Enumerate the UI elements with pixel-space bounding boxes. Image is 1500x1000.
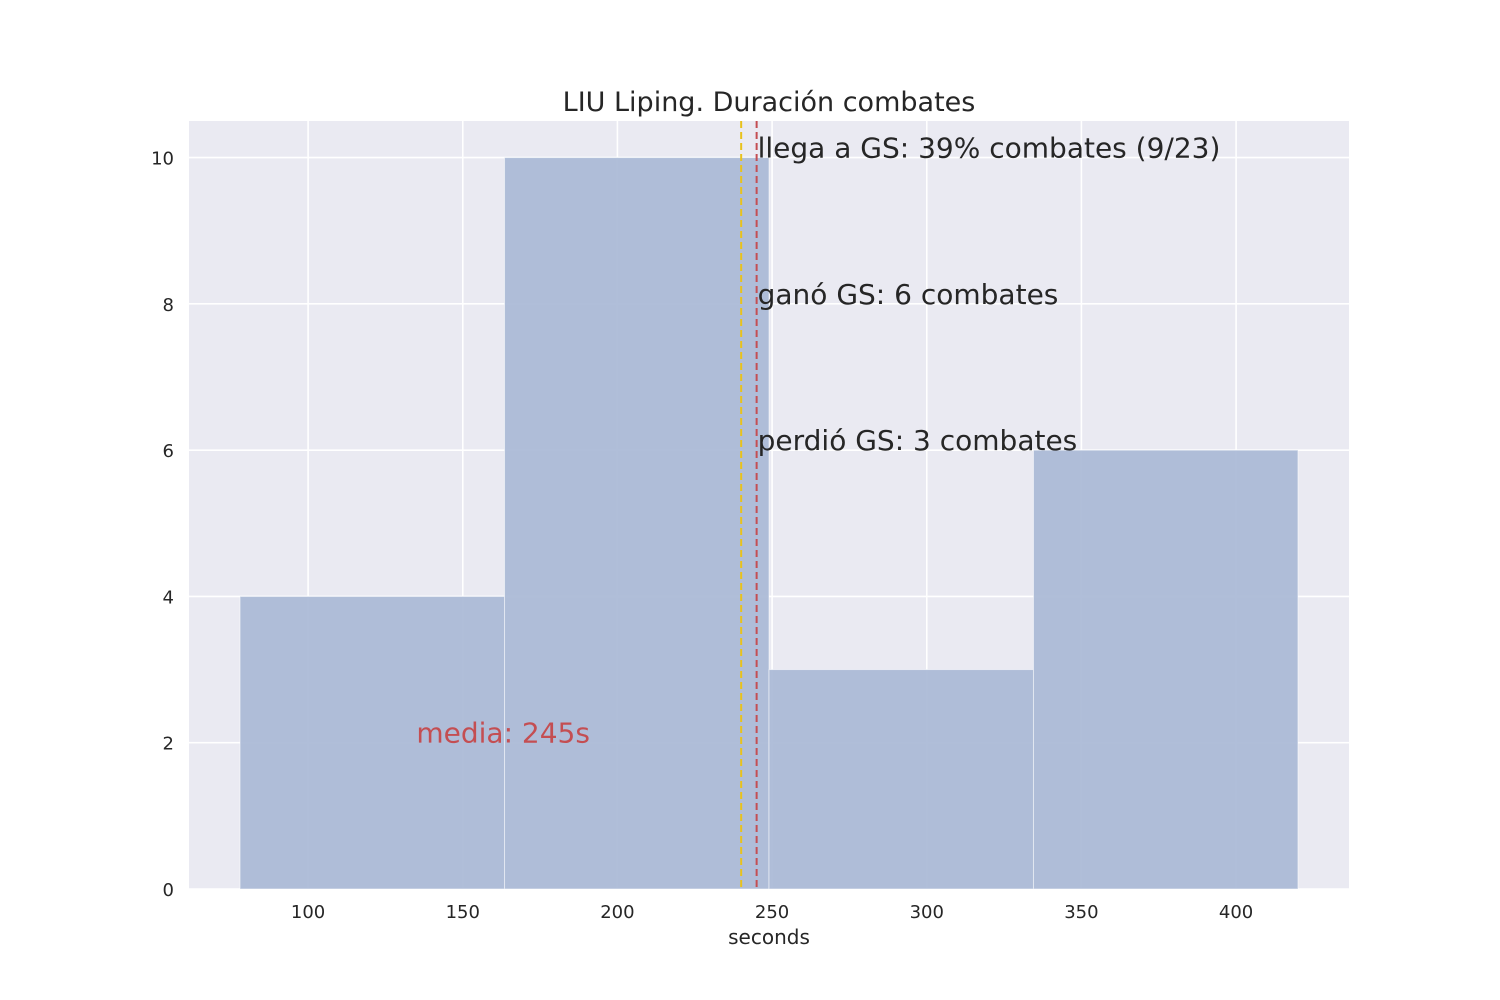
x-tick-label: 350 [1064,902,1098,923]
x-tick-label: 100 [291,902,325,923]
y-tick-label: 6 [163,441,174,462]
x-tick-label: 200 [600,902,634,923]
reference-lines [740,121,758,889]
histogram-bar [239,595,506,890]
mean-label: media: 245s [416,717,590,750]
gs-annotation: perdió GS: 3 combates [758,424,1078,457]
x-tick-label: 250 [755,902,789,923]
x-tick-label: 150 [446,902,480,923]
x-axis-label: seconds [728,925,810,949]
tick-labels: 100 150 200 250 300 350 400 0 2 4 6 8 10 [151,149,1253,923]
x-tick-label: 400 [1219,902,1253,923]
annotations: llega a GS: 39% combates (9/23) ganó GS: … [416,132,1220,750]
gs-annotation: ganó GS: 6 combates [758,278,1059,311]
y-tick-label: 2 [163,734,174,755]
y-tick-label: 10 [151,149,174,170]
histogram-bar [1032,449,1299,890]
histogram-bars [239,157,1299,890]
y-tick-label: 4 [163,587,174,608]
x-tick-label: 300 [910,902,944,923]
histogram-bar [768,669,1034,890]
y-tick-label: 0 [163,880,174,901]
histogram-bar [504,157,770,890]
gs-annotation: llega a GS: 39% combates (9/23) [758,132,1221,165]
y-tick-label: 8 [163,295,174,316]
chart-title: LIU Liping. Duración combates [563,87,976,118]
